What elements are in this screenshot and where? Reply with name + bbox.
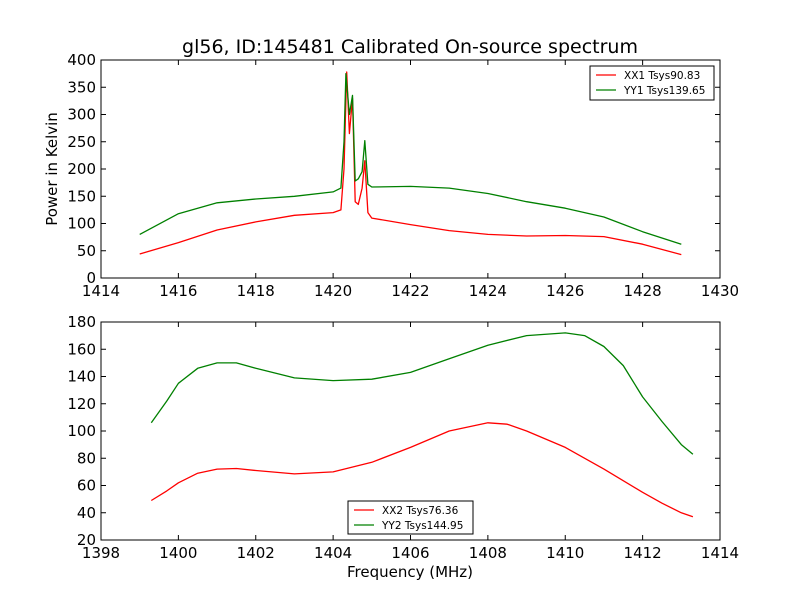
x-axis-label-bottom: Frequency (MHz) [347, 563, 473, 581]
top-axes: 1414 1416 1418 1420 1422 1424 1426 1428 1430 0 50 1… [67, 51, 739, 300]
y-tick-label: 80 [77, 449, 96, 467]
y-tick-label: 40 [77, 504, 96, 522]
y-tick-label: 100 [67, 422, 96, 440]
y-tick-label: 150 [67, 187, 96, 205]
y-tick-label: 300 [67, 106, 96, 124]
x-tick-label: 1414 [82, 282, 120, 300]
x-tick-label: 1414 [701, 544, 739, 562]
x-tick-label: 1410 [546, 544, 584, 562]
x-tick-label: 1424 [469, 282, 507, 300]
y-tick-label: 160 [67, 340, 96, 358]
y-tick-label: 400 [67, 51, 96, 69]
x-tick-label: 1428 [624, 282, 662, 300]
legend-label: YY1 Tsys139.65 [623, 85, 705, 97]
x-tick-label: 1418 [237, 282, 275, 300]
x-tick-label: 1412 [624, 544, 662, 562]
legend-frame [589, 65, 715, 101]
series-line-xx1 [139, 71, 682, 256]
legend: XX1 Tsys90.83 YY1 Tsys139.65 [589, 65, 715, 101]
bottom-axes: 1398 1400 1402 1404 1406 1408 1410 1412 1414 20 40… [67, 313, 739, 562]
legend-label: YY2 Tsys144.95 [381, 520, 463, 532]
series-line-yy2 [150, 332, 694, 455]
x-tick-label: 1400 [159, 544, 197, 562]
y-tick-label: 350 [67, 78, 96, 96]
y-tick-label: 200 [67, 160, 96, 178]
series-line-xx2 [150, 422, 694, 518]
x-tick-label: 1398 [82, 544, 120, 562]
y-tick-label: 180 [67, 313, 96, 331]
x-tick-label: 1408 [469, 544, 507, 562]
x-tick-label: 1416 [159, 282, 197, 300]
y-tick-label: 120 [67, 395, 96, 413]
x-tick-label: 1406 [391, 544, 429, 562]
y-tick-label: 0 [86, 269, 96, 287]
x-tick-label: 1420 [314, 282, 352, 300]
legend-label: XX2 Tsys76.36 [382, 505, 459, 517]
x-tick-label: 1430 [701, 282, 739, 300]
series-line-yy1 [139, 72, 682, 245]
y-tick-label: 50 [77, 242, 96, 260]
chart-title: gl56, ID:145481 Calibrated On-source spe… [182, 36, 638, 58]
legend: XX2 Tsys76.36 YY2 Tsys144.95 [347, 500, 474, 535]
y-tick-label: 100 [67, 215, 96, 233]
y-tick-label: 250 [67, 133, 96, 151]
legend-frame [347, 500, 474, 535]
y-tick-label: 20 [77, 531, 96, 549]
y-tick-label: 60 [77, 477, 96, 495]
y-tick-label: 140 [67, 368, 96, 386]
x-tick-label: 1422 [391, 282, 429, 300]
legend-label: XX1 Tsys90.83 [624, 70, 700, 82]
x-tick-label: 1402 [237, 544, 275, 562]
y-axis-label-top: Power in Kelvin [43, 112, 61, 226]
x-tick-label: 1426 [546, 282, 584, 300]
x-tick-label: 1404 [314, 544, 352, 562]
